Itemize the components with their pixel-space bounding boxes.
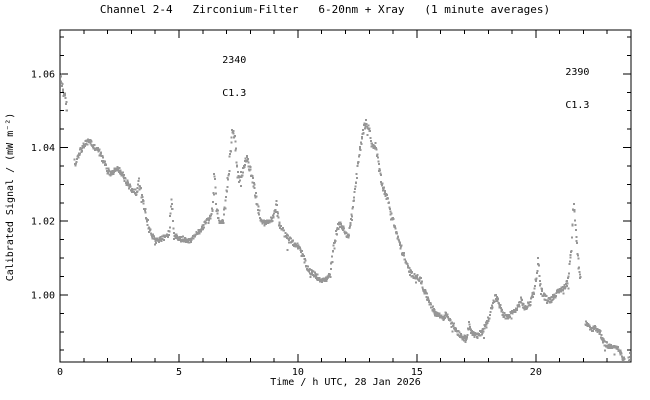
axis-frame (59, 29, 632, 363)
svg-text:20: 20 (530, 367, 542, 378)
svg-text:1.04: 1.04 (31, 143, 55, 154)
svg-text:1.00: 1.00 (31, 290, 55, 301)
chart-title: Channel 2-4 Zirconium-Filter 6-20nm + Xr… (99, 3, 551, 16)
svg-text:0: 0 (57, 367, 63, 378)
x-axis-label: Time / h UTC, 28 Jan 2026 (270, 377, 421, 388)
y-axis-ticks (60, 36, 631, 351)
flare-annotation-class: C1.3 (222, 88, 247, 100)
flare-annotation-2390: 2390 C1.3 (565, 45, 589, 133)
svg-text:10: 10 (292, 367, 304, 378)
flare-annotation-2340: 2340 C1.3 (222, 33, 246, 121)
svg-text:5: 5 (176, 367, 182, 378)
svg-text:1.06: 1.06 (31, 69, 55, 80)
tick-labels: 0 5 10 15 20 1.00 1.02 1.04 1.06 (31, 69, 542, 378)
svg-text:15: 15 (411, 367, 423, 378)
x-axis-ticks (83, 30, 608, 362)
flare-annotation-number: 2340 (222, 55, 247, 67)
svg-text:1.02: 1.02 (31, 217, 55, 228)
flare-annotation-class: C1.3 (565, 100, 590, 112)
flare-annotation-number: 2390 (565, 67, 590, 79)
data-points (61, 68, 630, 361)
y-axis-label: Calibrated Signal / (mW m⁻²) (5, 112, 16, 282)
